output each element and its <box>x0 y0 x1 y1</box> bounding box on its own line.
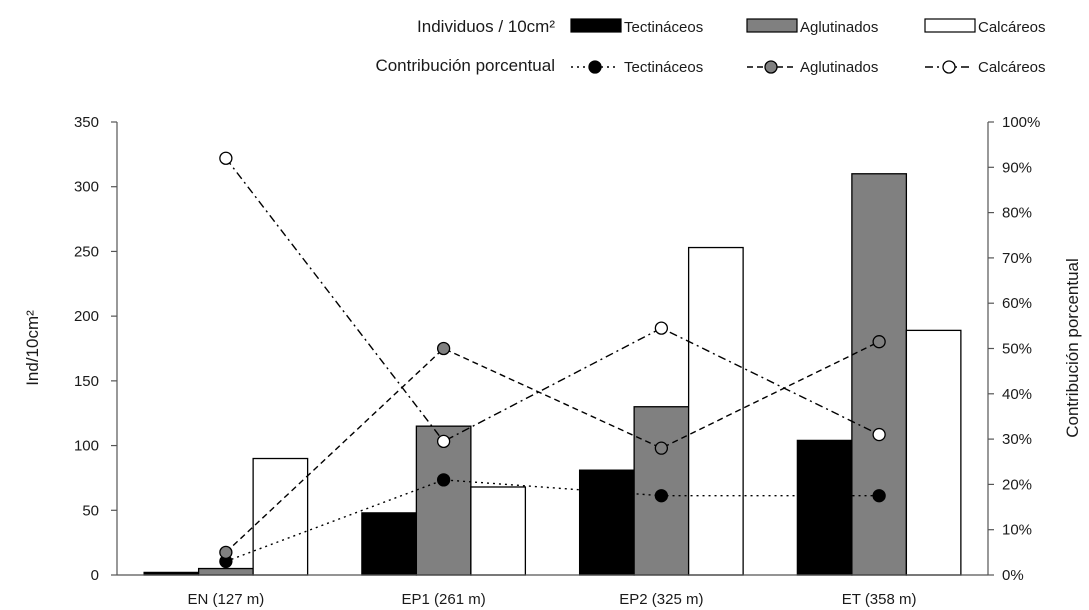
legend-label: Aglutinados <box>800 59 878 76</box>
legend-label: Aglutinados <box>800 19 878 36</box>
right-tick-label: 50% <box>1002 341 1032 358</box>
lines <box>219 151 886 569</box>
left-ticks: 0 50 100 150 200 250 300 350 <box>74 114 117 584</box>
right-tick-label: 100% <box>1002 114 1040 131</box>
legend-label: Calcáreos <box>978 19 1046 36</box>
left-axis: 0 50 100 150 200 250 300 350 Ind/10cm² <box>23 114 118 584</box>
bar-tectináceos <box>578 469 635 576</box>
legend-marker-aglutinados <box>764 60 778 74</box>
point-tectináceos <box>654 489 669 503</box>
legend-swatch-calcáreos <box>924 18 976 33</box>
right-ticks: 0% 10% 20% 30% 40% 50% 60% 70% 80% 90% 100% <box>988 114 1040 584</box>
legend-marker-tectináceos <box>588 60 602 74</box>
right-tick-label: 20% <box>1002 476 1032 493</box>
category-labels: EN (127 m) EP1 (261 m) EP2 (325 m) ET (358 … <box>188 591 917 608</box>
line-tectináceos <box>225 479 880 563</box>
right-tick-label: 40% <box>1002 386 1032 403</box>
left-tick-label: 50 <box>82 502 99 519</box>
right-tick-label: 80% <box>1002 205 1032 222</box>
bar-tectináceos <box>361 512 418 576</box>
category-label: EP1 (261 m) <box>402 591 486 608</box>
category-label: EN (127 m) <box>188 591 265 608</box>
left-tick-label: 150 <box>74 373 99 390</box>
legend-bar-title: Individuos / 10cm² <box>417 17 555 36</box>
right-axis: 0% 10% 20% 30% 40% 50% 60% 70% 80% 90% 100% Contri… <box>987 114 1082 584</box>
point-calcáreos <box>436 434 451 449</box>
bar-aglutinados <box>197 567 254 576</box>
right-tick-label: 60% <box>1002 295 1032 312</box>
left-tick-label: 100 <box>74 438 99 455</box>
point-aglutinados <box>436 341 451 356</box>
legend-items: Tectináceos Aglutinados Calcáreos Tectináce… <box>570 18 1046 76</box>
left-tick-label: 300 <box>74 179 99 196</box>
line-aglutinados <box>225 341 880 553</box>
bar-aglutinados <box>415 425 472 576</box>
point-aglutinados <box>872 335 886 349</box>
bar-tectináceos <box>796 439 853 576</box>
category-label: EP2 (325 m) <box>619 591 703 608</box>
left-tick-label: 350 <box>74 114 99 131</box>
bar-calcáreos <box>470 486 527 576</box>
legend-swatch-aglutinados <box>746 18 798 33</box>
legend-label: Tectináceos <box>624 19 703 36</box>
point-aglutinados <box>219 545 233 559</box>
point-tectináceos <box>436 473 451 487</box>
legend-line-title: Contribución porcentual <box>375 56 555 75</box>
right-tick-label: 10% <box>1002 522 1032 539</box>
legend-label: Tectináceos <box>624 59 703 76</box>
left-tick-label: 200 <box>74 308 99 325</box>
bar-calcáreos <box>687 246 744 576</box>
bar-calcáreos <box>905 329 962 576</box>
point-calcáreos <box>872 427 886 442</box>
line-calcáreos <box>225 157 880 443</box>
y2-axis-title: Contribución porcentual <box>1063 258 1082 438</box>
right-tick-label: 90% <box>1002 159 1032 176</box>
point-tectináceos <box>872 489 886 503</box>
right-tick-label: 0% <box>1002 567 1024 584</box>
category-label: ET (358 m) <box>842 591 917 608</box>
left-tick-label: 250 <box>74 243 99 260</box>
right-tick-label: 70% <box>1002 250 1032 267</box>
point-calcáreos <box>219 151 233 165</box>
y-axis-title: Ind/10cm² <box>23 310 42 386</box>
legend-swatch-tectináceos <box>570 18 622 33</box>
bar-calcáreos <box>252 457 309 576</box>
point-aglutinados <box>654 441 669 455</box>
left-tick-label: 0 <box>91 567 99 584</box>
legend-label: Calcáreos <box>978 59 1046 76</box>
legend: Individuos / 10cm² Contribución porcentu… <box>375 17 1045 76</box>
right-tick-label: 30% <box>1002 431 1032 448</box>
bars <box>143 173 962 576</box>
legend-marker-calcáreos <box>942 60 956 74</box>
point-calcáreos <box>654 321 669 335</box>
bar-aglutinados <box>851 173 908 576</box>
